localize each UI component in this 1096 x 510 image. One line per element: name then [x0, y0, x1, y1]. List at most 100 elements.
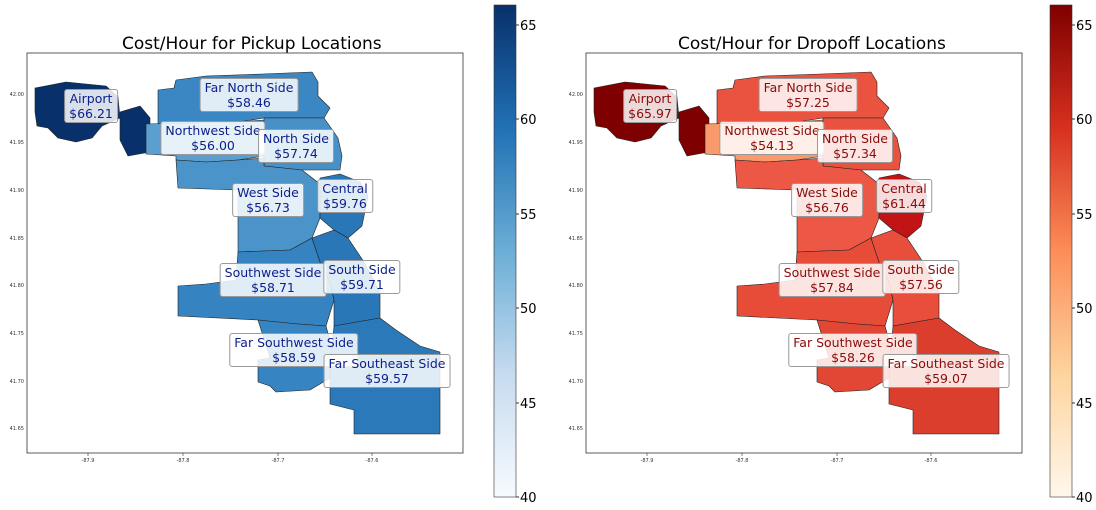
- pickup-x-ticks: -87.9 -87.8 -87.7 -87.6: [82, 453, 379, 464]
- pickup-y-tick: 41.80: [10, 283, 24, 289]
- pickup-label-west-side: West Side $56.73: [232, 183, 304, 217]
- region-value: $57.56: [899, 277, 943, 292]
- region-value: $54.13: [750, 138, 794, 153]
- pickup-y-ticks: 42.00 41.95 41.90 41.85 41.80 41.75 41.7…: [10, 92, 24, 432]
- dropoff-label-central: Central $61.44: [876, 179, 932, 213]
- dropoff-x-tick: -87.8: [736, 458, 749, 464]
- region-value: $58.59: [272, 350, 316, 365]
- region-name: Far North Side: [204, 80, 294, 95]
- region-value: $65.97: [628, 106, 672, 121]
- dropoff-y-tick: 41.95: [569, 140, 583, 146]
- region-name: Northwest Side: [724, 123, 820, 138]
- region-value: $57.74: [274, 146, 318, 161]
- pickup-map-svg: -87.9 -87.8 -87.7 -87.6 42.00 41.95 41.9…: [10, 4, 537, 506]
- region-value: $59.71: [340, 277, 384, 292]
- pickup-y-tick: 41.65: [10, 426, 24, 432]
- region-value: $61.44: [882, 196, 926, 211]
- pickup-map-title: Cost/Hour for Pickup Locations: [122, 34, 382, 54]
- region-value: $59.57: [365, 371, 409, 386]
- dropoff-x-tick: -87.6: [925, 458, 938, 464]
- pickup-label-north-side: North Side $57.74: [258, 129, 334, 163]
- dropoff-x-tick: -87.7: [831, 458, 844, 464]
- region-value: $57.84: [810, 280, 854, 295]
- pickup-colorbar: [493, 4, 517, 498]
- region-name: South Side: [887, 262, 955, 277]
- pickup-y-tick: 41.75: [10, 331, 24, 337]
- dropoff-colorbar-tick: 65: [1076, 19, 1093, 34]
- region-name: Far Southeast Side: [328, 356, 446, 371]
- pickup-colorbar-tick: 65: [520, 19, 537, 34]
- dropoff-x-ticks: -87.9 -87.8 -87.7 -87.6: [641, 453, 938, 464]
- dropoff-label-south-side: South Side $57.56: [882, 260, 960, 294]
- region-name: Northwest Side: [165, 123, 261, 138]
- region-value: $59.76: [323, 196, 367, 211]
- dropoff-colorbar-tick: 50: [1076, 302, 1093, 317]
- region-name: Southwest Side: [783, 265, 881, 280]
- region-name: West Side: [237, 185, 299, 200]
- pickup-label-central: Central $59.76: [317, 179, 373, 213]
- pickup-y-tick: 41.95: [10, 140, 24, 146]
- dropoff-y-ticks: 42.00 41.95 41.90 41.85 41.80 41.75 41.7…: [569, 92, 583, 432]
- dropoff-y-tick: 42.00: [569, 92, 583, 98]
- pickup-y-tick: 42.00: [10, 92, 24, 98]
- region-value: $66.21: [69, 106, 113, 121]
- region-name: West Side: [796, 185, 858, 200]
- dropoff-axes-frame: [585, 52, 1023, 454]
- dropoff-map-panel: Cost/Hour for Dropoff Locations -87.9 -8…: [548, 0, 1096, 510]
- pickup-x-tick: -87.7: [272, 458, 285, 464]
- region-value: $56.76: [805, 200, 849, 215]
- pickup-label-far-southeast-side: Far Southeast Side $59.57: [323, 354, 451, 388]
- region-value: $57.34: [833, 146, 877, 161]
- pickup-colorbar-tick: 60: [520, 113, 537, 128]
- dropoff-label-northwest-side: Northwest Side $54.13: [719, 121, 825, 155]
- dropoff-label-airport: Airport $65.97: [623, 89, 677, 123]
- region-name: North Side: [822, 131, 888, 146]
- region-name: South Side: [328, 262, 396, 277]
- region-name: North Side: [263, 131, 329, 146]
- dropoff-label-west-side: West Side $56.76: [791, 183, 863, 217]
- pickup-label-airport: Airport $66.21: [64, 89, 118, 123]
- pickup-colorbar-tick: 55: [520, 208, 537, 223]
- dropoff-colorbar-tick: 55: [1076, 208, 1093, 223]
- pickup-colorbar-tick: 45: [520, 397, 537, 412]
- pickup-label-far-north-side: Far North Side $58.46: [199, 78, 299, 112]
- region-name: Far Southeast Side: [887, 356, 1005, 371]
- region-value: $58.46: [227, 95, 271, 110]
- region-name: Central: [322, 181, 368, 196]
- dropoff-map-title: Cost/Hour for Dropoff Locations: [678, 34, 946, 54]
- pickup-y-tick: 41.70: [10, 379, 24, 385]
- pickup-y-tick: 41.90: [10, 188, 24, 194]
- pickup-y-tick: 41.85: [10, 236, 24, 242]
- pickup-colorbar-tick: 50: [520, 302, 537, 317]
- dropoff-colorbar-tick: 40: [1076, 491, 1093, 506]
- pickup-map-panel: Cost/Hour for Pickup Locations -87.9 -87…: [10, 4, 537, 506]
- dropoff-y-tick: 41.70: [569, 379, 583, 385]
- dropoff-label-north-side: North Side $57.34: [817, 129, 893, 163]
- dropoff-colorbar: [1049, 4, 1073, 498]
- pickup-label-south-side: South Side $59.71: [323, 260, 401, 294]
- dropoff-colorbar-tick: 45: [1076, 397, 1093, 412]
- region-name: Southwest Side: [224, 265, 322, 280]
- dropoff-y-tick: 41.90: [569, 188, 583, 194]
- pickup-label-northwest-side: Northwest Side $56.00: [160, 121, 266, 155]
- pickup-axes-frame: [26, 52, 464, 454]
- dropoff-map-svg: -87.9 -87.8 -87.7 -87.6 42.00 41.95 41.9…: [569, 4, 1093, 506]
- region-value: $56.00: [191, 138, 235, 153]
- dropoff-y-tick: 41.85: [569, 236, 583, 242]
- region-name: Far Southwest Side: [793, 335, 913, 350]
- dropoff-colorbar-tick: 60: [1076, 113, 1093, 128]
- dropoff-label-far-north-side: Far North Side $57.25: [758, 78, 858, 112]
- dropoff-y-tick: 41.65: [569, 426, 583, 432]
- region-name: Airport: [628, 91, 672, 106]
- pickup-label-southwest-side: Southwest Side $58.71: [219, 263, 327, 297]
- region-name: Far Southwest Side: [234, 335, 354, 350]
- dropoff-label-far-southeast-side: Far Southeast Side $59.07: [882, 354, 1010, 388]
- dropoff-colorbar-ticks: 40 45 50 55 60 65: [1072, 19, 1093, 506]
- dropoff-y-tick: 41.80: [569, 283, 583, 289]
- region-value: $57.25: [786, 95, 830, 110]
- pickup-colorbar-tick: 40: [520, 491, 537, 506]
- pickup-x-tick: -87.6: [366, 458, 379, 464]
- pickup-x-tick: -87.9: [82, 458, 95, 464]
- pickup-x-tick: -87.8: [177, 458, 190, 464]
- region-value: $58.71: [251, 280, 295, 295]
